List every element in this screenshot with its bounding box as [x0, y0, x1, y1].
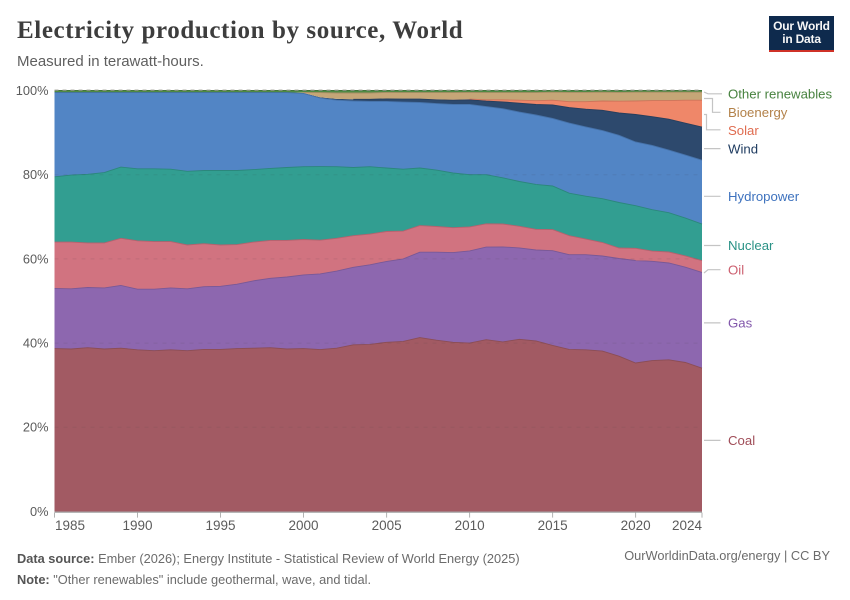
svg-text:Gas: Gas — [728, 316, 753, 331]
svg-text:2015: 2015 — [538, 518, 568, 533]
svg-text:20%: 20% — [23, 420, 49, 435]
svg-text:Oil: Oil — [728, 262, 744, 277]
svg-text:2020: 2020 — [621, 518, 651, 533]
svg-text:Hydropower: Hydropower — [728, 189, 800, 204]
svg-text:60%: 60% — [23, 251, 49, 266]
svg-text:Bioenergy: Bioenergy — [728, 105, 788, 120]
svg-text:Wind: Wind — [728, 141, 758, 156]
svg-text:Other renewables: Other renewables — [728, 87, 832, 102]
svg-text:2005: 2005 — [372, 518, 402, 533]
svg-text:Coal: Coal — [728, 433, 755, 448]
svg-text:100%: 100% — [16, 83, 49, 98]
svg-text:Solar: Solar — [728, 123, 759, 138]
svg-text:0%: 0% — [30, 504, 49, 519]
svg-text:2024: 2024 — [672, 518, 703, 533]
svg-text:80%: 80% — [23, 167, 49, 182]
svg-text:2010: 2010 — [455, 518, 485, 533]
svg-text:40%: 40% — [23, 336, 49, 351]
svg-text:1990: 1990 — [122, 518, 152, 533]
svg-text:1985: 1985 — [55, 518, 85, 533]
svg-text:1995: 1995 — [205, 518, 235, 533]
svg-text:Nuclear: Nuclear — [728, 238, 774, 253]
svg-text:2000: 2000 — [288, 518, 318, 533]
